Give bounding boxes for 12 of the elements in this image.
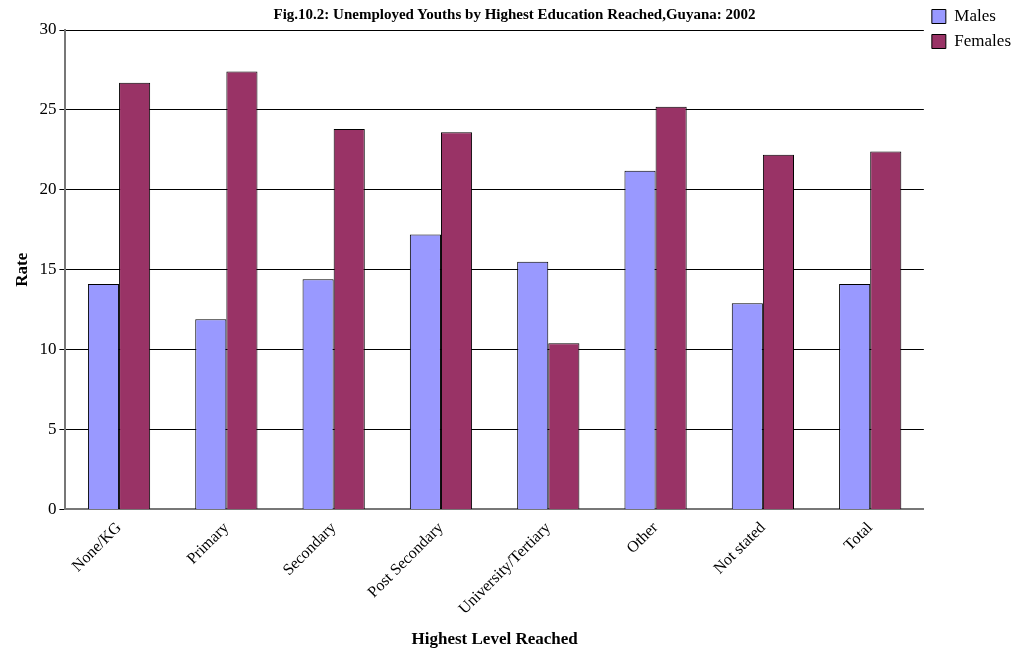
y-tick-label: 20 [39, 179, 57, 199]
y-tick-label: 10 [39, 339, 57, 359]
y-tick-label: 25 [39, 99, 57, 119]
legend-label: Females [954, 30, 1011, 50]
chart-title: Fig.10.2: Unemployed Youths by Highest Education Reached,Guyana: 2002 [273, 5, 756, 22]
y-tick-label: 30 [39, 19, 57, 39]
x-axis-title: Highest Level Reached [411, 629, 579, 649]
y-tick-label: 5 [47, 419, 57, 439]
y-axis-title: Rate [11, 252, 31, 287]
legend-label: Males [954, 5, 996, 25]
y-tick-label: 15 [39, 259, 57, 279]
y-tick-label: 0 [47, 498, 57, 518]
